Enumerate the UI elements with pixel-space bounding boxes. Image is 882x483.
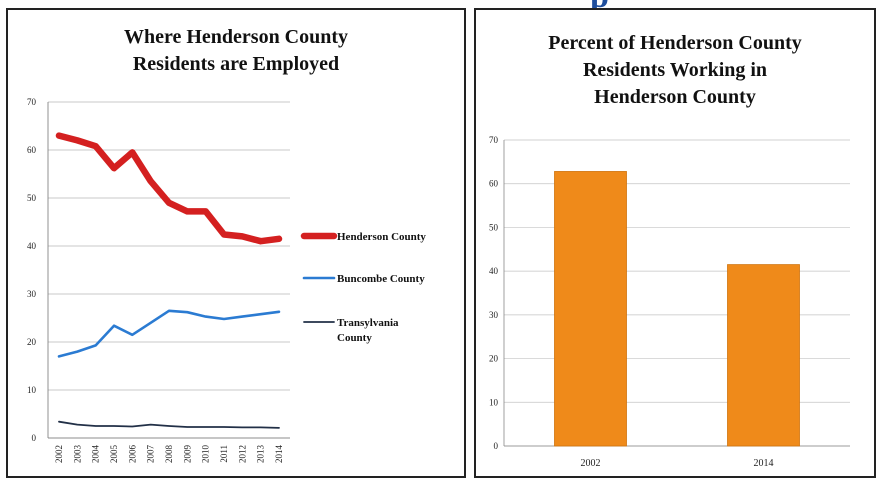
y-tick-label: 40 bbox=[27, 241, 37, 251]
y-tick-label: 20 bbox=[489, 354, 499, 364]
y-tick-label: 50 bbox=[27, 193, 37, 203]
x-tick-label: 2014 bbox=[274, 445, 284, 464]
series-line bbox=[57, 309, 281, 358]
x-tick-label: 2002 bbox=[581, 458, 601, 469]
legend-label: County bbox=[337, 332, 372, 344]
x-tick-label: 2003 bbox=[72, 445, 82, 464]
y-tick-label: 70 bbox=[489, 135, 499, 145]
bar-chart-title-line-3: Henderson County bbox=[594, 86, 756, 108]
y-tick-label: 0 bbox=[32, 433, 37, 443]
y-tick-label: 60 bbox=[27, 145, 37, 155]
x-tick-label: 2009 bbox=[182, 445, 192, 464]
line-chart-title: Where Henderson County Residents are Emp… bbox=[8, 24, 464, 78]
y-tick-label: 10 bbox=[27, 385, 37, 395]
series-line bbox=[58, 420, 280, 429]
line-chart-title-line-2: Residents are Employed bbox=[132, 53, 340, 75]
legend-label: Buncombe County bbox=[337, 273, 425, 285]
y-tick-label: 50 bbox=[489, 222, 499, 232]
bar-chart-title-line-1: Percent of Henderson County bbox=[548, 32, 802, 54]
bar bbox=[554, 171, 627, 447]
legend-label: Henderson County bbox=[337, 231, 426, 243]
x-tick-label: 2004 bbox=[91, 445, 101, 464]
y-tick-label: 20 bbox=[27, 337, 37, 347]
y-tick-label: 10 bbox=[489, 397, 499, 407]
y-tick-label: 30 bbox=[27, 289, 37, 299]
y-tick-label: 60 bbox=[489, 179, 499, 189]
x-tick-label: 2011 bbox=[219, 445, 229, 463]
bar-chart-title: Percent of Henderson County Residents Wo… bbox=[476, 30, 874, 111]
legend-label: Transylvania bbox=[337, 317, 399, 329]
x-tick-label: 2006 bbox=[127, 445, 137, 464]
line-chart-title-line-1: Where Henderson County bbox=[123, 26, 349, 48]
x-tick-label: 2007 bbox=[146, 445, 156, 464]
y-tick-label: 40 bbox=[489, 266, 499, 276]
line-chart: 0 10 20 30 40 50 60 70 2002 2003 2004 2005 2006 2007 2… bbox=[27, 97, 426, 464]
x-tick-label: 2013 bbox=[256, 445, 266, 464]
bar-chart-panel: Percent of Henderson County Residents Wo… bbox=[474, 8, 876, 478]
y-tick-label: 0 bbox=[494, 441, 499, 451]
x-tick-label: 2005 bbox=[109, 445, 119, 464]
series-line bbox=[55, 132, 283, 245]
cropped-heading-fragment: p bbox=[590, 0, 710, 8]
bar-chart: 0 10 20 30 40 50 60 70 2002 2014 bbox=[489, 135, 850, 469]
bar bbox=[727, 264, 800, 447]
x-tick-label: 2012 bbox=[237, 445, 247, 463]
y-tick-label: 30 bbox=[489, 310, 499, 320]
line-chart-panel: Where Henderson County Residents are Emp… bbox=[6, 8, 466, 478]
x-tick-label: 2010 bbox=[201, 445, 211, 464]
x-tick-label: 2002 bbox=[54, 445, 64, 463]
y-tick-label: 70 bbox=[27, 97, 37, 107]
x-tick-label: 2008 bbox=[164, 445, 174, 464]
bar-chart-title-line-2: Residents Working in bbox=[582, 59, 768, 81]
x-tick-label: 2014 bbox=[754, 458, 774, 469]
